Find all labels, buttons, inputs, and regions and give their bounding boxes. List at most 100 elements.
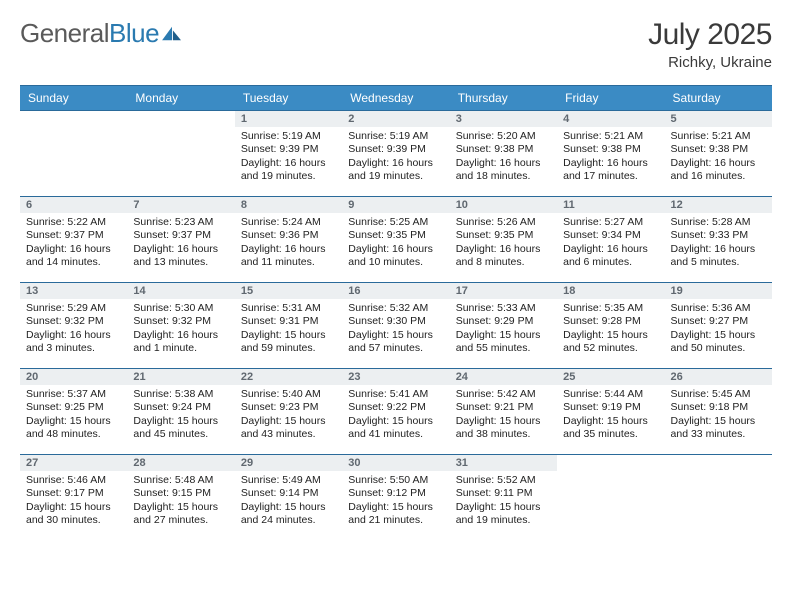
daylight-text: Daylight: 15 hours and 21 minutes.	[348, 501, 443, 528]
calendar-cell	[557, 455, 664, 541]
daylight-text: Daylight: 16 hours and 5 minutes.	[671, 243, 766, 270]
logo-text-blue: Blue	[109, 18, 159, 49]
day-info: Sunrise: 5:32 AMSunset: 9:30 PMDaylight:…	[342, 299, 449, 356]
calendar-cell: 19Sunrise: 5:36 AMSunset: 9:27 PMDayligh…	[665, 283, 772, 369]
day-info: Sunrise: 5:36 AMSunset: 9:27 PMDaylight:…	[665, 299, 772, 356]
sunset-text: Sunset: 9:18 PM	[671, 401, 766, 414]
day-info: Sunrise: 5:50 AMSunset: 9:12 PMDaylight:…	[342, 471, 449, 528]
sunrise-text: Sunrise: 5:44 AM	[563, 388, 658, 401]
sunset-text: Sunset: 9:34 PM	[563, 229, 658, 242]
daylight-text: Daylight: 16 hours and 18 minutes.	[456, 157, 551, 184]
calendar-row: 20Sunrise: 5:37 AMSunset: 9:25 PMDayligh…	[20, 369, 772, 455]
sunrise-text: Sunrise: 5:28 AM	[671, 216, 766, 229]
day-number: 24	[450, 369, 557, 385]
calendar-cell	[127, 111, 234, 197]
sunset-text: Sunset: 9:39 PM	[348, 143, 443, 156]
sunset-text: Sunset: 9:14 PM	[241, 487, 336, 500]
sunrise-text: Sunrise: 5:48 AM	[133, 474, 228, 487]
day-number: 16	[342, 283, 449, 299]
day-number: 3	[450, 111, 557, 127]
sunset-text: Sunset: 9:12 PM	[348, 487, 443, 500]
header: GeneralBlue July 2025 Richky, Ukraine	[20, 18, 772, 71]
calendar-cell: 24Sunrise: 5:42 AMSunset: 9:21 PMDayligh…	[450, 369, 557, 455]
day-info: Sunrise: 5:31 AMSunset: 9:31 PMDaylight:…	[235, 299, 342, 356]
day-info: Sunrise: 5:21 AMSunset: 9:38 PMDaylight:…	[557, 127, 664, 184]
day-number: 19	[665, 283, 772, 299]
calendar-cell: 17Sunrise: 5:33 AMSunset: 9:29 PMDayligh…	[450, 283, 557, 369]
sunrise-text: Sunrise: 5:26 AM	[456, 216, 551, 229]
daylight-text: Daylight: 16 hours and 8 minutes.	[456, 243, 551, 270]
sunrise-text: Sunrise: 5:19 AM	[241, 130, 336, 143]
day-info: Sunrise: 5:49 AMSunset: 9:14 PMDaylight:…	[235, 471, 342, 528]
sunrise-text: Sunrise: 5:21 AM	[671, 130, 766, 143]
calendar-cell: 28Sunrise: 5:48 AMSunset: 9:15 PMDayligh…	[127, 455, 234, 541]
daylight-text: Daylight: 15 hours and 38 minutes.	[456, 415, 551, 442]
day-info: Sunrise: 5:19 AMSunset: 9:39 PMDaylight:…	[235, 127, 342, 184]
day-info: Sunrise: 5:24 AMSunset: 9:36 PMDaylight:…	[235, 213, 342, 270]
day-info: Sunrise: 5:20 AMSunset: 9:38 PMDaylight:…	[450, 127, 557, 184]
daylight-text: Daylight: 15 hours and 59 minutes.	[241, 329, 336, 356]
daylight-text: Daylight: 16 hours and 14 minutes.	[26, 243, 121, 270]
sunset-text: Sunset: 9:31 PM	[241, 315, 336, 328]
day-number: 22	[235, 369, 342, 385]
day-info: Sunrise: 5:45 AMSunset: 9:18 PMDaylight:…	[665, 385, 772, 442]
day-number: 21	[127, 369, 234, 385]
daylight-text: Daylight: 16 hours and 1 minute.	[133, 329, 228, 356]
sunrise-text: Sunrise: 5:31 AM	[241, 302, 336, 315]
sunset-text: Sunset: 9:32 PM	[133, 315, 228, 328]
calendar-cell: 27Sunrise: 5:46 AMSunset: 9:17 PMDayligh…	[20, 455, 127, 541]
sunset-text: Sunset: 9:21 PM	[456, 401, 551, 414]
day-info: Sunrise: 5:46 AMSunset: 9:17 PMDaylight:…	[20, 471, 127, 528]
sunrise-text: Sunrise: 5:45 AM	[671, 388, 766, 401]
calendar-head: Sunday Monday Tuesday Wednesday Thursday…	[20, 86, 772, 111]
day-number: 26	[665, 369, 772, 385]
calendar-cell: 11Sunrise: 5:27 AMSunset: 9:34 PMDayligh…	[557, 197, 664, 283]
day-number: 27	[20, 455, 127, 471]
day-number: 8	[235, 197, 342, 213]
day-info: Sunrise: 5:25 AMSunset: 9:35 PMDaylight:…	[342, 213, 449, 270]
sunset-text: Sunset: 9:39 PM	[241, 143, 336, 156]
daylight-text: Daylight: 16 hours and 10 minutes.	[348, 243, 443, 270]
calendar-row: 13Sunrise: 5:29 AMSunset: 9:32 PMDayligh…	[20, 283, 772, 369]
sunrise-text: Sunrise: 5:50 AM	[348, 474, 443, 487]
sunset-text: Sunset: 9:22 PM	[348, 401, 443, 414]
day-info: Sunrise: 5:41 AMSunset: 9:22 PMDaylight:…	[342, 385, 449, 442]
sunrise-text: Sunrise: 5:23 AM	[133, 216, 228, 229]
day-header: Saturday	[665, 86, 772, 111]
sunset-text: Sunset: 9:35 PM	[456, 229, 551, 242]
sunset-text: Sunset: 9:27 PM	[671, 315, 766, 328]
calendar-cell: 1Sunrise: 5:19 AMSunset: 9:39 PMDaylight…	[235, 111, 342, 197]
daylight-text: Daylight: 15 hours and 30 minutes.	[26, 501, 121, 528]
calendar-row: 6Sunrise: 5:22 AMSunset: 9:37 PMDaylight…	[20, 197, 772, 283]
calendar-cell: 2Sunrise: 5:19 AMSunset: 9:39 PMDaylight…	[342, 111, 449, 197]
day-info: Sunrise: 5:29 AMSunset: 9:32 PMDaylight:…	[20, 299, 127, 356]
daylight-text: Daylight: 15 hours and 57 minutes.	[348, 329, 443, 356]
day-number: 15	[235, 283, 342, 299]
day-number: 9	[342, 197, 449, 213]
day-header: Sunday	[20, 86, 127, 111]
daylight-text: Daylight: 15 hours and 33 minutes.	[671, 415, 766, 442]
sunset-text: Sunset: 9:30 PM	[348, 315, 443, 328]
sunrise-text: Sunrise: 5:49 AM	[241, 474, 336, 487]
calendar-table: Sunday Monday Tuesday Wednesday Thursday…	[20, 85, 772, 541]
calendar-cell: 14Sunrise: 5:30 AMSunset: 9:32 PMDayligh…	[127, 283, 234, 369]
day-info: Sunrise: 5:23 AMSunset: 9:37 PMDaylight:…	[127, 213, 234, 270]
calendar-cell: 22Sunrise: 5:40 AMSunset: 9:23 PMDayligh…	[235, 369, 342, 455]
day-info: Sunrise: 5:48 AMSunset: 9:15 PMDaylight:…	[127, 471, 234, 528]
sunset-text: Sunset: 9:24 PM	[133, 401, 228, 414]
sunrise-text: Sunrise: 5:20 AM	[456, 130, 551, 143]
day-info: Sunrise: 5:19 AMSunset: 9:39 PMDaylight:…	[342, 127, 449, 184]
day-info: Sunrise: 5:38 AMSunset: 9:24 PMDaylight:…	[127, 385, 234, 442]
calendar-row: 1Sunrise: 5:19 AMSunset: 9:39 PMDaylight…	[20, 111, 772, 197]
day-number: 10	[450, 197, 557, 213]
logo: GeneralBlue	[20, 18, 183, 49]
sunrise-text: Sunrise: 5:19 AM	[348, 130, 443, 143]
day-info: Sunrise: 5:27 AMSunset: 9:34 PMDaylight:…	[557, 213, 664, 270]
day-info: Sunrise: 5:22 AMSunset: 9:37 PMDaylight:…	[20, 213, 127, 270]
calendar-cell: 10 Sunrise: 5:26 AMSunset: 9:35 PMDayligh…	[450, 197, 557, 283]
day-number: 29	[235, 455, 342, 471]
daylight-text: Daylight: 15 hours and 52 minutes.	[563, 329, 658, 356]
sunset-text: Sunset: 9:38 PM	[563, 143, 658, 156]
calendar-row: 27Sunrise: 5:46 AMSunset: 9:17 PMDayligh…	[20, 455, 772, 541]
sunset-text: Sunset: 9:37 PM	[133, 229, 228, 242]
